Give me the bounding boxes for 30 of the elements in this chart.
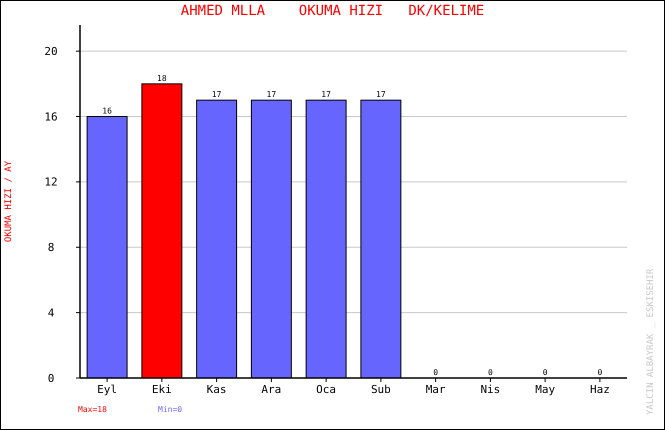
data-label: 17 <box>376 90 386 100</box>
text: Max=18 <box>78 405 108 414</box>
y-axis-title: OKUMA HIZI / AY <box>4 160 14 242</box>
data-label: 0 <box>433 368 438 377</box>
y-tick-label: 20 <box>44 45 58 58</box>
x-tick-label: May <box>535 383 556 396</box>
data-label: 0 <box>488 368 493 377</box>
data-label: 18 <box>157 74 167 83</box>
x-tick-label: Kas <box>206 383 227 396</box>
x-tick-label: Eki <box>152 383 172 396</box>
data-label: 0 <box>542 368 548 377</box>
y-tick-label: 16 <box>44 110 58 124</box>
data-label: 16 <box>102 106 112 116</box>
y-tick-label: 4 <box>48 306 55 320</box>
x-tick-label: Eyl <box>97 383 118 396</box>
x-tick-label: Nis <box>480 383 500 396</box>
data-label: 0 <box>597 368 602 377</box>
text: Min=0 <box>158 405 182 414</box>
data-label: 17 <box>266 90 276 100</box>
y-tick-label: 12 <box>44 176 58 189</box>
x-tick-label: Sub <box>370 383 391 396</box>
y-tick-label: 0 <box>48 372 54 385</box>
chart-title: AHMED MLLA OKUMA HIZI DK/KELIME <box>180 3 484 19</box>
y-tick-label: 8 <box>48 241 54 254</box>
data-label: 17 <box>212 90 222 100</box>
x-tick-label: Ara <box>261 383 282 396</box>
x-tick-label: Mar <box>426 383 446 396</box>
x-tick-label: Oca <box>316 383 336 396</box>
data-label: 17 <box>321 90 332 100</box>
x-tick-label: Haz <box>590 383 610 396</box>
